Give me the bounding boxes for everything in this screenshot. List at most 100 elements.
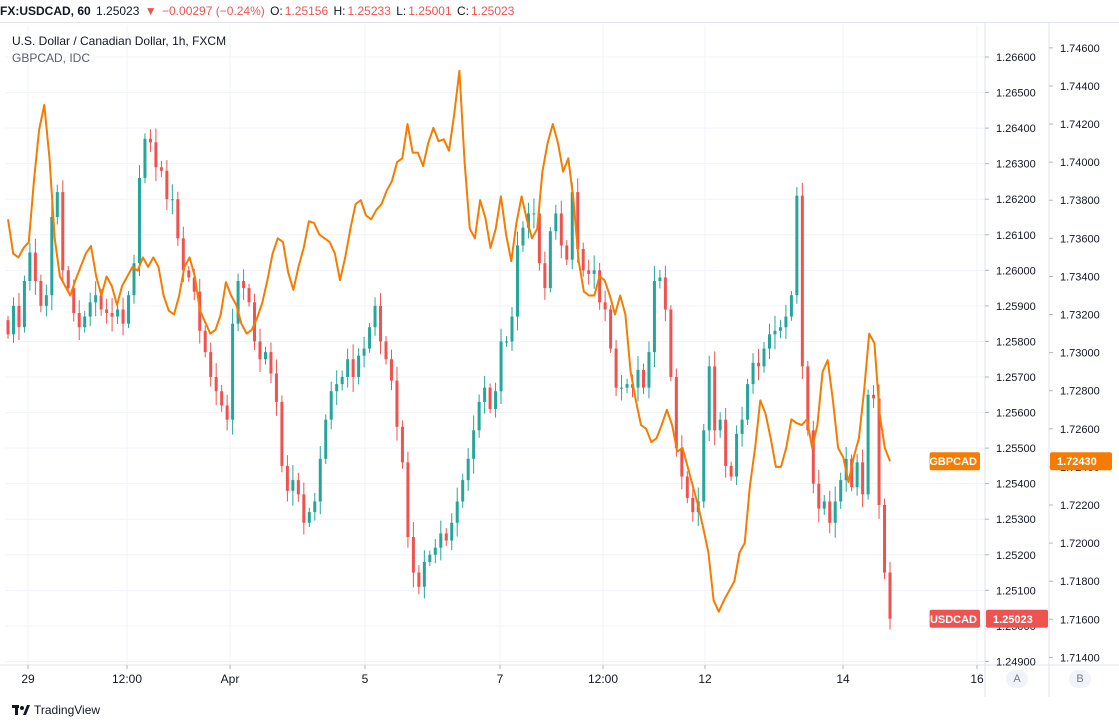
candle-body xyxy=(757,362,761,367)
usdcad-tick-label: 1.26600 xyxy=(996,52,1036,64)
candle-body xyxy=(789,295,793,317)
candle-body xyxy=(488,387,492,409)
candle-body xyxy=(839,480,843,502)
usdcad-tick-label: 1.25400 xyxy=(996,479,1036,491)
candle-body xyxy=(368,327,372,349)
gbpcad-tick-label: 1.74400 xyxy=(1060,81,1100,93)
compare-series-legend[interactable]: GBPCAD, IDC xyxy=(12,51,91,65)
close-label: C: xyxy=(456,4,469,18)
candle-body xyxy=(362,348,366,356)
gbpcad-tick-label: 1.71600 xyxy=(1060,614,1100,626)
usdcad-tick-label: 1.24900 xyxy=(996,656,1036,668)
candle-body xyxy=(417,572,421,587)
candle-body xyxy=(61,192,65,271)
candle-body xyxy=(395,380,399,427)
candle-body xyxy=(570,192,574,260)
last-price: 1.25023 xyxy=(96,4,140,18)
candle-body xyxy=(33,252,37,281)
candle-body xyxy=(861,462,865,495)
gbpcad-name-tag-bg xyxy=(929,452,980,471)
candle-body xyxy=(400,426,404,463)
candle-body xyxy=(28,252,32,281)
candle-body xyxy=(784,316,788,328)
candle-body xyxy=(236,281,240,324)
candle-body xyxy=(318,458,322,502)
price-change: −0.00297 (−0.24%) xyxy=(162,4,265,18)
x-tick-label: 29 xyxy=(21,672,35,686)
candle-body xyxy=(515,245,519,317)
candle-body xyxy=(247,288,251,303)
candle-body xyxy=(422,561,426,587)
candle-body xyxy=(669,309,673,377)
low-value: 1.25001 xyxy=(408,4,452,18)
candle-body xyxy=(66,270,70,289)
candle-body xyxy=(828,501,832,523)
candle-body xyxy=(269,352,273,374)
candle-body xyxy=(44,295,48,306)
usdcad-tick-label: 1.25600 xyxy=(996,408,1036,420)
usdcad-last-value: 1.25023 xyxy=(993,614,1033,626)
usdcad-tick-label: 1.26400 xyxy=(996,123,1036,135)
candle-body xyxy=(888,572,892,619)
symbol-title[interactable]: FX:USDCAD, 60 xyxy=(0,4,91,18)
candle-body xyxy=(55,192,59,217)
usdcad-tick-label: 1.25900 xyxy=(996,301,1036,313)
candle-body xyxy=(291,480,295,491)
usdcad-last-value-bg xyxy=(986,609,1048,628)
candle-body xyxy=(313,501,317,513)
usdcad-scale-ticks: 1.26600 1.26500 1.26400 1.26300 1.26200 1.261… xyxy=(985,52,1036,668)
tradingview-brand[interactable]: TradingView xyxy=(12,703,100,717)
x-tick-label: 12:00 xyxy=(112,672,142,686)
candle-body xyxy=(762,348,766,367)
gbpcad-tick-label: 1.72000 xyxy=(1060,538,1100,550)
candle-body xyxy=(127,295,131,324)
candle-body xyxy=(817,483,821,509)
candle-body xyxy=(335,384,339,392)
chart-legend: U.S. Dollar / Canadian Dollar, 1h, FXCM … xyxy=(12,33,226,67)
gbpcad-tick-label: 1.74200 xyxy=(1060,119,1100,131)
candle-body xyxy=(702,430,706,502)
gbpcad-tick-label: 1.72200 xyxy=(1060,500,1100,512)
candle-body xyxy=(505,341,509,343)
x-tick-label: 14 xyxy=(836,672,850,686)
candle-body xyxy=(39,281,43,306)
usdcad-tick-label: 1.25100 xyxy=(996,585,1036,597)
candle-body xyxy=(778,327,782,331)
candle-body xyxy=(285,465,289,491)
candle-body xyxy=(822,501,826,509)
candle-body xyxy=(526,213,530,228)
candle-body xyxy=(691,497,695,513)
candle-body xyxy=(346,359,350,377)
price-chart[interactable]: 29 12:00 Apr 5 7 12:00 12 14 161.266001.265001.2… xyxy=(0,22,1119,697)
main-series-legend[interactable]: U.S. Dollar / Canadian Dollar, 1h, FXCM xyxy=(12,34,227,48)
candle-body xyxy=(751,362,755,385)
candle-body xyxy=(866,394,870,495)
gbpcad-scale-ticks: 1.74600 1.74400 1.74200 1.74000 1.73800 1.736… xyxy=(1049,43,1100,664)
gbpcad-tick-label: 1.72600 xyxy=(1060,424,1100,436)
candle-body xyxy=(428,554,432,562)
candle-body xyxy=(581,249,585,271)
gbpcad-tick-label: 1.74000 xyxy=(1060,157,1100,169)
candle-body xyxy=(373,305,377,328)
usdcad-tick-label: 1.26100 xyxy=(996,230,1036,242)
right-axis-settings-button[interactable]: B xyxy=(1069,670,1091,688)
candle-body xyxy=(105,309,109,313)
x-tick-label: 5 xyxy=(362,672,369,686)
candle-body xyxy=(674,377,678,449)
candle-body xyxy=(17,305,21,328)
usdcad-tick-label: 1.26200 xyxy=(996,194,1036,206)
candle-body xyxy=(6,320,10,335)
auto-scale-button[interactable]: A xyxy=(1006,670,1028,688)
candle-body xyxy=(165,170,169,200)
tradingview-label: TradingView xyxy=(34,703,101,717)
candle-body xyxy=(565,245,569,260)
symbol-info-bar: FX:USDCAD, 60 1.25023 ▼ −0.00297 (−0.24%… xyxy=(0,0,1119,22)
candle-body xyxy=(231,323,235,420)
candle-body xyxy=(811,430,815,484)
candle-body xyxy=(598,270,602,303)
candle-body xyxy=(389,359,393,381)
candle-body xyxy=(280,401,284,466)
x-tick-label: Apr xyxy=(221,672,240,686)
x-axis-ticks: 29 12:00 Apr 5 7 12:00 12 14 16 xyxy=(21,665,984,686)
candle-body xyxy=(258,341,262,360)
